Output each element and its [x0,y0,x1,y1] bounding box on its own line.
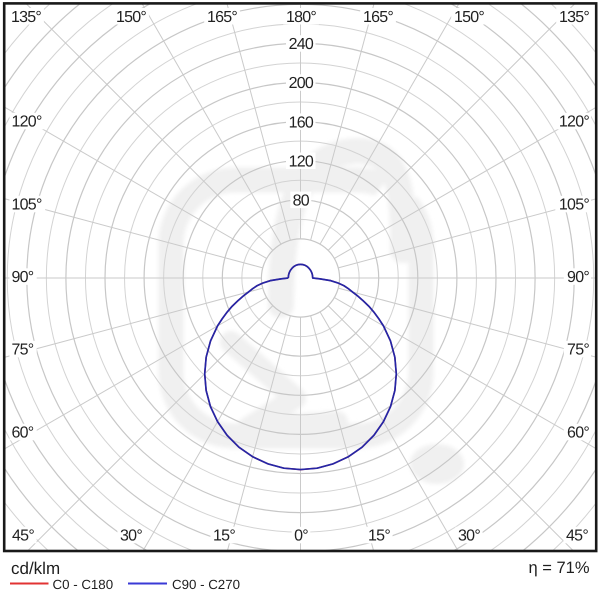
svg-text:45°: 45° [566,528,588,545]
svg-text:15°: 15° [368,528,390,545]
svg-text:105°: 105° [559,197,589,214]
svg-text:75°: 75° [567,342,589,359]
svg-text:120°: 120° [12,114,42,131]
svg-text:C90 - C270: C90 - C270 [172,577,240,592]
svg-text:150°: 150° [454,9,484,26]
svg-text:165°: 165° [363,9,393,26]
svg-text:165°: 165° [207,9,237,26]
svg-text:240: 240 [289,36,314,53]
svg-text:120°: 120° [559,114,589,131]
svg-text:135°: 135° [11,9,41,26]
svg-text:75°: 75° [12,342,34,359]
svg-text:90°: 90° [567,269,589,286]
svg-text:cd/klm: cd/klm [11,559,60,578]
svg-text:30°: 30° [458,528,480,545]
svg-text:60°: 60° [567,425,589,442]
svg-text:80: 80 [293,193,310,210]
svg-text:90°: 90° [12,269,34,286]
svg-text:135°: 135° [559,9,589,26]
svg-text:C0 - C180: C0 - C180 [53,577,114,592]
svg-text:15°: 15° [213,528,235,545]
svg-text:120: 120 [289,153,314,170]
svg-text:200: 200 [289,75,314,92]
svg-text:180°: 180° [286,9,316,26]
svg-text:30°: 30° [120,528,142,545]
svg-text:160: 160 [289,114,314,131]
svg-text:150°: 150° [116,9,146,26]
svg-text:105°: 105° [12,197,42,214]
svg-text:60°: 60° [12,425,34,442]
svg-text:0°: 0° [294,528,308,545]
svg-text:η = 71%: η = 71% [528,559,589,577]
svg-text:45°: 45° [12,528,34,545]
